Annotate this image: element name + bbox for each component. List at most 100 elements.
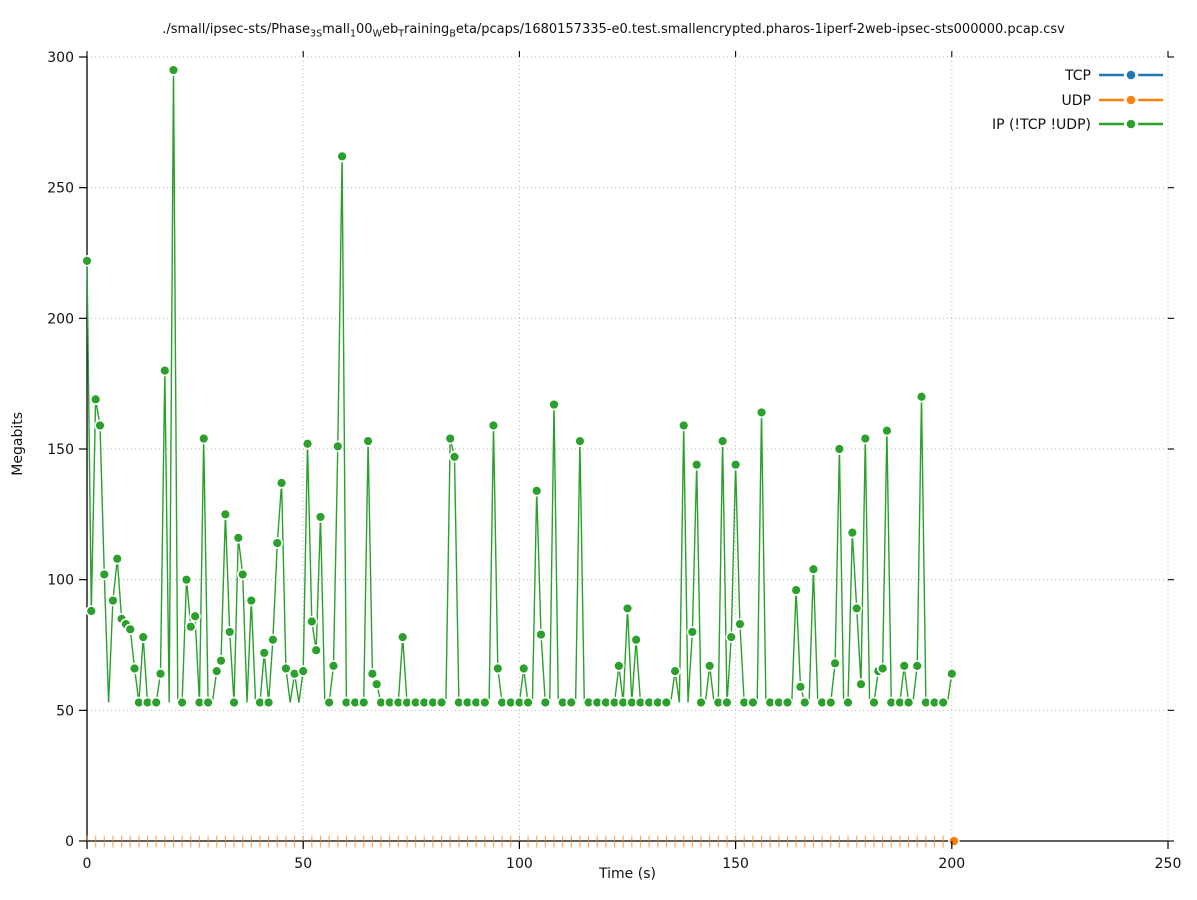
ip-data-point [757,408,766,417]
ip-data-point [372,680,381,689]
ip-series-line [86,70,953,704]
ip-data-point [917,392,926,401]
ip-data-point [225,627,234,637]
ip-data-point [359,698,368,707]
ip-data-point [350,698,360,707]
x-tick-label: 0 [83,856,92,872]
ip-data-point [498,698,507,707]
ip-data-point [299,667,308,676]
y-tick-label: 250 [47,181,74,197]
ip-data-point [731,460,740,469]
ip-data-point [541,698,550,707]
ip-data-point [113,554,122,563]
ip-data-point [688,627,697,637]
ip-data-point [312,646,321,655]
ip-data-point [817,698,827,707]
ip-data-point [402,698,412,707]
ip-data-point [878,664,887,673]
ip-data-point [835,444,844,454]
ip-data-point [826,698,835,707]
ip-data-point [216,656,226,665]
ip-data-point [203,698,213,707]
ip-data-point [796,682,805,691]
x-tick-label: 150 [722,856,749,872]
ip-data-point [126,625,135,634]
ip-data-point [333,442,342,451]
ip-data-point [792,586,801,595]
ip-data-point [139,633,148,642]
ip-data-point [843,698,853,707]
ip-data-point [705,661,714,671]
udp-data-point [949,836,959,846]
ip-data-point [593,698,602,707]
ip-data-point [100,570,109,579]
ip-data-point [882,426,892,435]
y-tick-label: 100 [47,573,74,589]
ip-data-point [303,439,312,448]
ip-data-point [727,633,736,642]
legend-item-tcp: TCP [1064,67,1163,84]
y-axis-label: Megabits [10,412,26,476]
ip-data-point [722,698,732,707]
ip-data-point [91,395,100,404]
ip-data-point [420,698,429,707]
x-tick-label: 250 [1155,856,1182,872]
ip-data-point [489,421,498,430]
ip-data-point [558,698,567,707]
ip-data-point [428,698,438,707]
ip-data-point [809,565,818,574]
ip-data-point [325,698,334,707]
ip-data-point [463,698,472,707]
y-tick-label: 300 [47,50,74,66]
x-tick-label: 100 [506,856,533,872]
ip-data-point [281,664,291,673]
ip-data-point [156,669,165,678]
ip-data-point [567,698,576,707]
ip-data-point [229,698,239,707]
ip-data-point [234,533,243,542]
y-tick-label: 200 [47,311,74,327]
ip-data-point [195,698,204,707]
ip-data-point [255,698,265,707]
ip-data-point [887,698,896,707]
ip-data-point [549,400,559,409]
ip-data-point [493,664,502,673]
ip-data-point [848,528,857,537]
ip-data-point [338,152,347,161]
ip-data-point [774,698,783,707]
ip-data-point [82,256,92,265]
ip-data-point [178,698,187,707]
legend-label: TCP [1064,68,1091,84]
ip-data-point [506,698,515,707]
ip-data-point [446,434,455,443]
ip-data-point [264,698,273,707]
ip-data-point [714,698,723,707]
ip-data-point [904,698,913,707]
ip-data-point [307,617,316,626]
ip-data-point [869,698,879,707]
ip-data-point [895,698,905,707]
ip-data-point [614,661,623,671]
ip-data-point [532,486,541,495]
ip-data-point [766,698,775,707]
ip-data-point [143,698,152,707]
ip-data-point [783,698,792,707]
ip-data-point [632,635,641,644]
ip-data-point [238,570,247,579]
ip-data-point [735,619,745,629]
ip-data-point [450,452,459,461]
ip-data-point [108,596,118,605]
ip-data-point [376,698,386,707]
y-tick-label: 150 [47,442,74,458]
ip-data-point [134,698,143,707]
ip-data-point [385,698,394,707]
ip-data-point [316,512,325,522]
ip-data-point [411,698,420,707]
axis-ticks [79,51,1174,849]
ip-data-point [160,366,169,375]
ip-data-point [913,661,922,671]
ip-data-point [329,661,338,671]
ip-data-point [454,698,463,707]
